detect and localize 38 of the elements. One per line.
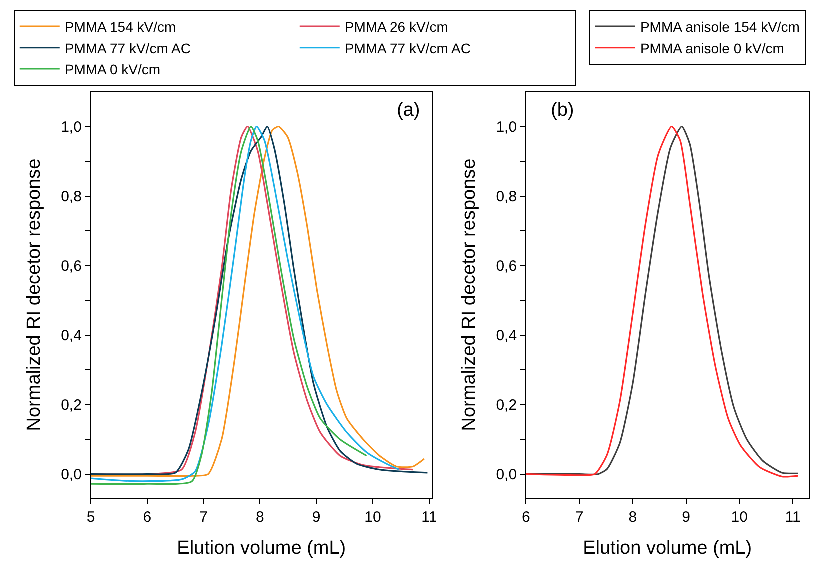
x-tick-label: 11: [422, 509, 438, 526]
y-tick-label: 0,8: [61, 188, 82, 206]
y-axis-title: Normalized RI decetor response: [459, 158, 480, 432]
legend-label: PMMA 0 kV/cm: [64, 61, 161, 78]
annotation: (a): [397, 100, 420, 121]
x-tick-label: 10: [364, 509, 382, 526]
x-tick-label: 5: [86, 509, 96, 526]
x-tick-label: 6: [522, 509, 530, 526]
y-tick-label: 0,4: [61, 328, 82, 345]
y-tick-label: 0,0: [496, 466, 518, 484]
x-tick-label: 9: [682, 509, 690, 526]
legend-label: PMMA 77 kV/cm AC: [344, 40, 471, 56]
y-tick-label: 0,4: [496, 328, 518, 345]
y-tick-label: 0,2: [61, 397, 82, 414]
y-tick-label: 0,0: [61, 466, 82, 484]
y-tick-label: 0,2: [496, 397, 518, 414]
y-tick-label: 0,6: [496, 258, 518, 276]
legend-label: PMMA 154 kV/cm: [64, 19, 176, 36]
y-tick-label: 0,8: [496, 188, 518, 206]
y-tick-label: 1,0: [496, 119, 518, 136]
x-tick-label: 9: [312, 509, 321, 526]
legend-label: PMMA anisole 154 kV/cm: [640, 19, 800, 36]
annotation: (b): [551, 100, 574, 121]
legend-label: PMMA anisole 0 kV/cm: [640, 40, 784, 56]
x-axis-title: Elution volume (mL): [177, 538, 346, 559]
x-tick-label: 11: [785, 509, 801, 526]
y-axis-title: Normalized RI decetor response: [24, 158, 45, 432]
y-tick-label: 1,0: [61, 119, 82, 136]
x-tick-label: 7: [200, 509, 208, 526]
x-tick-label: 6: [143, 509, 152, 526]
x-tick-label: 8: [256, 509, 264, 526]
legend-label: PMMA 77 kV/cm AC: [64, 40, 191, 56]
x-tick-label: 10: [731, 509, 748, 526]
x-axis-title: Elution volume (mL): [583, 538, 752, 559]
legend-label: PMMA 26 kV/cm: [344, 19, 448, 36]
y-tick-label: 0,6: [61, 258, 82, 276]
x-tick-label: 7: [575, 509, 584, 526]
x-tick-label: 8: [628, 509, 638, 526]
